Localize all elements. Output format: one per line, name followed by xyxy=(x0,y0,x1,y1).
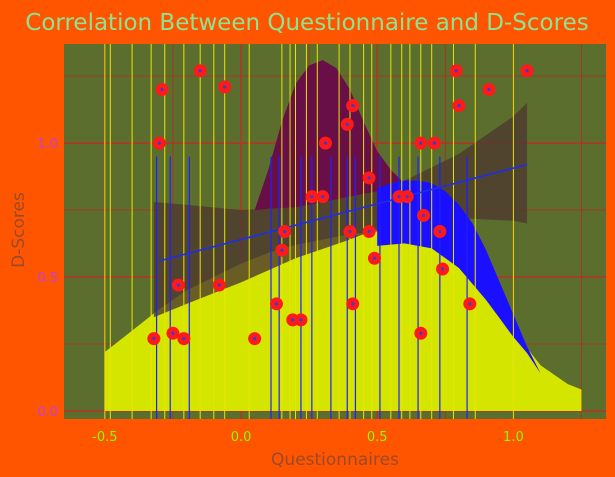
x-tick-label-0: -0.5 xyxy=(92,430,117,445)
data-point-center-2 xyxy=(160,87,164,92)
data-point-26 xyxy=(400,190,414,204)
data-point-center-7 xyxy=(217,283,221,287)
data-point-center-21 xyxy=(351,104,355,108)
data-point-30 xyxy=(427,136,441,150)
data-point-center-4 xyxy=(176,283,180,287)
data-point-center-26 xyxy=(405,195,409,199)
plot-area xyxy=(64,44,606,419)
data-point-center-11 xyxy=(280,248,284,252)
data-point-center-33 xyxy=(454,69,458,73)
data-point-center-23 xyxy=(367,229,371,234)
data-point-center-9 xyxy=(253,337,257,341)
data-point-center-18 xyxy=(345,122,349,126)
data-point-33 xyxy=(449,64,463,78)
data-point-center-17 xyxy=(323,141,328,145)
data-point-center-16 xyxy=(321,195,325,199)
data-point-14 xyxy=(294,313,308,327)
data-point-0 xyxy=(147,332,161,346)
data-point-27 xyxy=(414,326,428,340)
x-tick-label-1: 0.0 xyxy=(231,430,252,445)
data-point-19 xyxy=(343,225,357,238)
title-banner-bg xyxy=(0,0,615,44)
data-point-center-27 xyxy=(419,331,423,335)
data-point-center-6 xyxy=(198,69,202,73)
data-point-37 xyxy=(520,64,534,78)
data-point-3 xyxy=(166,326,180,340)
data-point-center-8 xyxy=(223,85,227,89)
data-point-center-13 xyxy=(291,318,295,322)
data-point-center-1 xyxy=(157,141,161,145)
data-point-20 xyxy=(346,297,360,311)
data-point-10 xyxy=(269,297,283,311)
x-axis-label: Questionnaires xyxy=(271,450,399,470)
data-point-center-34 xyxy=(457,104,461,108)
data-point-center-37 xyxy=(525,69,529,73)
data-point-7 xyxy=(212,278,226,292)
data-point-center-5 xyxy=(182,337,186,341)
data-point-5 xyxy=(177,332,191,346)
data-point-24 xyxy=(367,251,381,265)
data-point-15 xyxy=(305,190,319,204)
y-tick-label-2: 1.0 xyxy=(37,137,58,152)
data-point-2 xyxy=(155,83,169,97)
data-point-center-20 xyxy=(351,302,355,306)
data-point-6 xyxy=(193,64,207,78)
data-point-16 xyxy=(316,190,330,204)
data-point-center-30 xyxy=(432,141,437,145)
data-point-center-10 xyxy=(274,302,279,306)
data-point-34 xyxy=(452,99,466,113)
data-point-11 xyxy=(275,243,289,257)
data-point-center-31 xyxy=(438,229,442,234)
data-point-center-3 xyxy=(171,331,175,335)
data-point-32 xyxy=(436,262,450,276)
data-point-center-15 xyxy=(310,195,314,199)
data-point-center-22 xyxy=(367,176,371,180)
data-point-12 xyxy=(278,225,292,238)
data-point-center-25 xyxy=(397,195,401,199)
data-point-23 xyxy=(362,225,376,238)
data-point-36 xyxy=(482,83,496,97)
regression-line xyxy=(159,163,528,262)
x-tick-label-2: 0.5 xyxy=(367,430,388,445)
y-tick-label-1: 0.5 xyxy=(37,271,58,286)
title-banner xyxy=(0,0,615,44)
data-point-center-24 xyxy=(372,256,377,260)
data-point-18 xyxy=(340,117,354,131)
data-point-21 xyxy=(346,99,360,113)
data-point-4 xyxy=(171,278,185,292)
density-blue xyxy=(377,180,555,390)
y-axis-label: D-Scores xyxy=(9,192,29,268)
data-point-center-28 xyxy=(419,141,423,145)
data-point-17 xyxy=(318,136,332,150)
data-point-center-0 xyxy=(152,337,156,341)
confidence-band xyxy=(153,102,528,318)
data-point-center-36 xyxy=(487,87,491,92)
chart-title: Correlation Between Questionnaire and D-… xyxy=(25,10,588,36)
data-point-31 xyxy=(433,225,447,238)
data-point-35 xyxy=(463,297,477,311)
data-point-29 xyxy=(417,208,431,222)
data-point-center-12 xyxy=(283,229,287,234)
data-point-28 xyxy=(414,136,428,150)
data-point-8 xyxy=(218,80,232,94)
data-point-center-29 xyxy=(421,213,426,218)
data-point-22 xyxy=(362,171,376,185)
y-tick-label-0: 0.0 xyxy=(37,405,58,420)
data-point-center-14 xyxy=(299,318,303,322)
data-point-center-35 xyxy=(468,302,472,306)
x-tick-label-3: 1.0 xyxy=(503,430,524,445)
data-point-1 xyxy=(152,136,166,150)
data-point-center-32 xyxy=(440,267,445,271)
data-point-9 xyxy=(248,332,262,346)
data-point-center-19 xyxy=(348,229,352,234)
